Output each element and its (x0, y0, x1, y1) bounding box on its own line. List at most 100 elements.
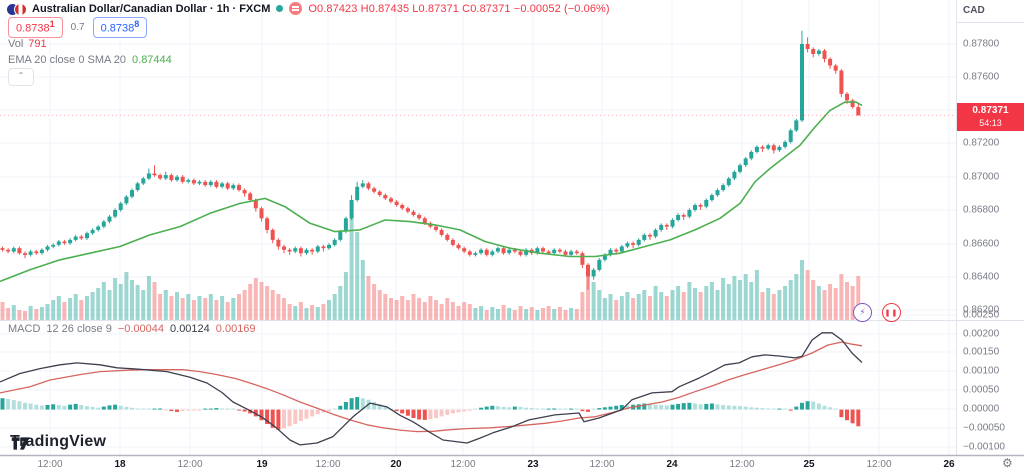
volume-bar (473, 308, 478, 320)
volume-bar (738, 280, 742, 320)
volume-bar (85, 296, 89, 320)
macd-histogram-bar (85, 406, 89, 410)
macd-histogram-bar (766, 408, 771, 410)
time-axis-day-tick: 24 (666, 459, 678, 470)
data-status-menu-icon[interactable] (289, 2, 303, 15)
macd-histogram-bar (118, 405, 123, 410)
candle (315, 246, 320, 252)
macd-histogram-bar (479, 407, 484, 410)
candle (501, 248, 506, 254)
macd-histogram-bar (270, 409, 275, 428)
macd-histogram-bar (265, 409, 270, 424)
macd-histogram-bar (34, 404, 39, 410)
volume-bar (625, 292, 630, 320)
candle (783, 141, 788, 147)
candle (721, 185, 726, 191)
candle (270, 229, 275, 240)
market-paused-icon[interactable]: ❚❚ (882, 303, 901, 322)
volume-bar (602, 298, 607, 320)
macd-hist-value: −0.00044 (117, 323, 165, 335)
volume-bar (839, 274, 844, 320)
volume-bar (816, 286, 821, 320)
macd-histogram-bar (653, 404, 658, 410)
price-axis-tick: 0.87000 (963, 171, 1000, 183)
volume-bar (6, 308, 11, 320)
volume-bar (800, 260, 804, 320)
volume-bar (495, 309, 500, 320)
volume-bar (783, 286, 788, 320)
candle (512, 249, 517, 252)
collapse-legend-button[interactable]: ⌃ (8, 68, 34, 86)
macd-histogram-bar (535, 408, 540, 410)
macd-histogram-bar (524, 407, 529, 410)
candle (743, 158, 748, 166)
volume-bar (191, 300, 196, 320)
ma-legend-row[interactable]: EMA 20 close 0 SMA 20 0.87444 (8, 54, 172, 66)
instant-trading-lightning-icon[interactable]: ⚡ (853, 303, 872, 322)
candle (698, 205, 703, 207)
candle (79, 236, 84, 239)
volume-bar (0, 302, 5, 320)
volume-bar (856, 276, 861, 320)
volume-bar (614, 300, 619, 320)
candle (197, 181, 202, 184)
macd-histogram-bar (327, 409, 331, 412)
volume-bar (732, 276, 737, 320)
time-axis-tick: 12:00 (450, 459, 476, 470)
macd-legend-row[interactable]: MACD 12 26 close 9 −0.00044 0.00124 0.00… (8, 323, 256, 335)
candle (434, 226, 438, 230)
volume-bar (293, 306, 298, 320)
time-axis-tick: 12:00 (866, 459, 892, 470)
volume-bar (34, 309, 39, 320)
market-status-dot-icon[interactable] (276, 5, 284, 12)
macd-histogram-bar (586, 409, 590, 412)
volume-bar (828, 284, 833, 320)
macd-histogram-bar (687, 402, 692, 410)
price-axis-currency: CAD (963, 5, 985, 16)
macd-histogram-bar (754, 407, 759, 410)
candle (349, 200, 354, 219)
macd-histogram-bar (749, 407, 754, 410)
candle (586, 264, 590, 277)
time-axis-tick: 12:00 (37, 459, 63, 470)
macd-histogram-bar (338, 405, 343, 410)
macd-histogram-bar (557, 408, 562, 410)
volume-bar (647, 296, 652, 320)
macd-histogram-bar (107, 405, 112, 410)
macd-histogram-bar (512, 406, 517, 410)
volume-bar (23, 311, 27, 320)
gear-icon[interactable]: ⚙ (1002, 456, 1013, 470)
candle (130, 190, 134, 197)
volume-bar (777, 290, 782, 320)
candle (118, 203, 123, 210)
sell-button[interactable]: 0.87381 (8, 17, 63, 38)
candle (738, 165, 742, 172)
macd-histogram-bar (175, 409, 179, 412)
macd-histogram-bar (495, 406, 500, 410)
macd-histogram-bar (529, 408, 534, 410)
volume-bar (591, 282, 596, 320)
buy-button[interactable]: 0.87388 (92, 17, 148, 38)
symbol-title[interactable]: Australian Dollar/Canadian Dollar · 1h ·… (32, 2, 271, 15)
candle (175, 176, 179, 181)
macd-histogram-bar (191, 409, 196, 411)
volume-bar (490, 307, 495, 320)
time-axis-day-tick: 20 (390, 459, 402, 470)
volume-bar (332, 294, 337, 320)
volume-bar (282, 298, 286, 320)
candle (327, 244, 331, 249)
tradingview-logo[interactable]: TradingView (10, 433, 106, 451)
macd-histogram-bar (439, 409, 444, 417)
volume-bar (338, 286, 343, 320)
macd-histogram-bar (434, 409, 438, 418)
sma-line (0, 101, 863, 283)
macd-histogram-bar (135, 408, 140, 410)
volume-bar (51, 300, 56, 320)
candle (90, 229, 95, 234)
macd-histogram-bar (828, 407, 833, 410)
candle (34, 251, 39, 254)
candle (856, 107, 861, 116)
candle (355, 186, 360, 201)
volume-legend-row[interactable]: Vol 791 (8, 38, 47, 50)
